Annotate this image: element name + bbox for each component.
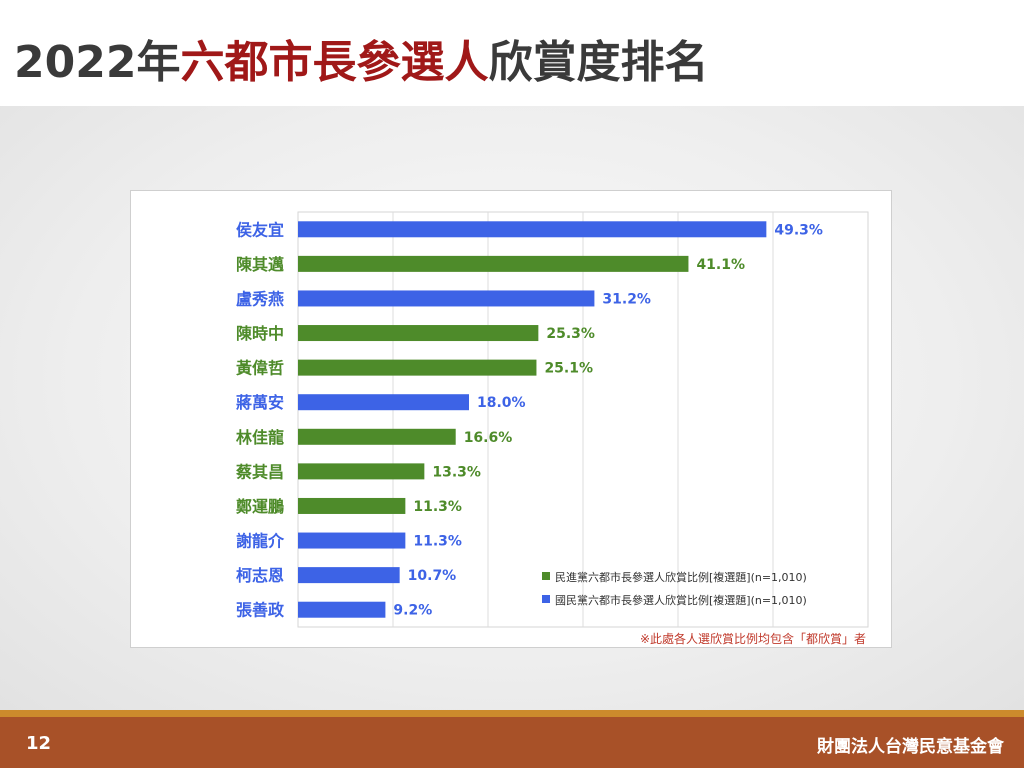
category-label-蔡其昌: 蔡其昌 xyxy=(235,462,284,481)
legend-swatch-dpp xyxy=(542,572,550,580)
category-label-謝龍介: 謝龍介 xyxy=(236,532,285,551)
legend-swatch-kmt xyxy=(542,595,550,603)
value-label-陳時中: 25.3% xyxy=(546,326,595,342)
value-label-蔣萬安: 18.0% xyxy=(477,395,526,411)
bar-張善政 xyxy=(298,601,386,618)
title-year: 2022年 xyxy=(14,37,181,88)
category-label-林佳龍: 林佳龍 xyxy=(236,428,284,447)
bar-盧秀燕 xyxy=(298,290,595,307)
category-label-盧秀燕: 盧秀燕 xyxy=(236,289,284,308)
bar-陳其邁 xyxy=(298,255,689,272)
bar-chart: 侯友宜 49.3% 陳其邁 41.1% 盧秀燕 31.2% 陳時中 25.3% 黃偉哲 25.1%… xyxy=(235,211,869,646)
chart-frame: 侯友宜 49.3% 陳其邁 41.1% 盧秀燕 31.2% 陳時中 25.3% 黃偉哲 25.1%… xyxy=(130,190,892,648)
category-label-侯友宜: 侯友宜 xyxy=(236,220,284,239)
value-label-盧秀燕: 31.2% xyxy=(602,291,651,307)
bar-侯友宜 xyxy=(298,221,767,238)
title-bar: 2022年六都市長參選人欣賞度排名 xyxy=(0,0,1024,106)
value-label-柯志恩: 10.7% xyxy=(408,568,457,584)
value-label-侯友宜: 49.3% xyxy=(774,222,823,238)
category-label-陳其邁: 陳其邁 xyxy=(236,255,284,274)
footer: 12 財團法人台灣民意基金會 xyxy=(0,717,1024,768)
category-label-蔣萬安: 蔣萬安 xyxy=(236,393,284,412)
bar-林佳龍 xyxy=(298,428,456,445)
value-label-林佳龍: 16.6% xyxy=(464,430,513,446)
bar-鄭運鵬 xyxy=(298,497,406,514)
legend-label-dpp: 民進黨六都市長參選人欣賞比例[複選題](n=1,010) xyxy=(555,570,807,584)
title-accent: 六都市長參選人 xyxy=(180,37,489,88)
bar-謝龍介 xyxy=(298,532,406,549)
title-rest: 欣賞度排名 xyxy=(488,37,709,88)
value-label-鄭運鵬: 11.3% xyxy=(413,499,462,515)
bar-陳時中 xyxy=(298,325,539,342)
page-number: 12 xyxy=(26,733,52,754)
value-label-陳其邁: 41.1% xyxy=(696,257,745,273)
value-label-謝龍介: 11.3% xyxy=(413,534,462,550)
category-label-陳時中: 陳時中 xyxy=(236,324,284,343)
bar-黃偉哲 xyxy=(298,359,537,376)
category-label-張善政: 張善政 xyxy=(236,601,285,620)
footer-divider xyxy=(0,710,1024,717)
category-label-鄭運鵬: 鄭運鵬 xyxy=(236,497,284,516)
value-label-張善政: 9.2% xyxy=(393,603,432,619)
bar-蔣萬安 xyxy=(298,394,469,411)
value-label-蔡其昌: 13.3% xyxy=(432,464,481,480)
category-label-柯志恩: 柯志恩 xyxy=(236,566,284,585)
bar-柯志恩 xyxy=(298,567,400,584)
category-label-黃偉哲: 黃偉哲 xyxy=(235,359,284,378)
organization-name: 財團法人台灣民意基金會 xyxy=(817,737,1004,757)
value-label-黃偉哲: 25.1% xyxy=(544,361,593,377)
legend-label-kmt: 國民黨六都市長參選人欣賞比例[複選題](n=1,010) xyxy=(555,593,807,607)
bar-蔡其昌 xyxy=(298,463,425,480)
chart-footnote: ※此處各人選欣賞比例均包含「都欣賞」者 xyxy=(640,631,866,646)
slide-title: 2022年六都市長參選人欣賞度排名 xyxy=(14,26,708,90)
